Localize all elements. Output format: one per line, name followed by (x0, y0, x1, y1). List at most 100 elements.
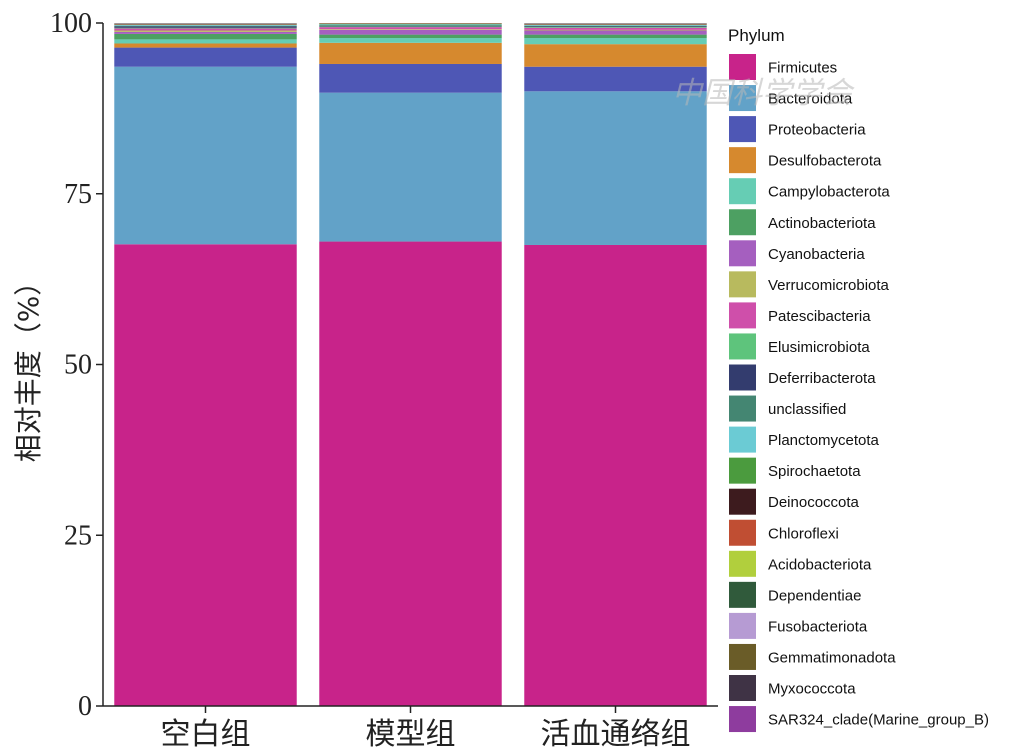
legend-entry-label: unclassified (768, 401, 846, 418)
bar-segment-bacteroidota (524, 91, 707, 245)
legend-entry-label: Verrucomicrobiota (768, 277, 890, 294)
bar-segment-patescibacteria (319, 27, 502, 30)
legend-entry-label: Deinococcota (768, 494, 860, 511)
bar-segment-campylobacterota (319, 38, 502, 43)
bar-segment-proteobacteria (524, 66, 707, 92)
bar-segment-planctomycetota (114, 25, 297, 26)
legend-entry-label: Firmicutes (768, 60, 837, 77)
legend-entry-label: Desulfobacterota (768, 153, 882, 170)
bar-segment-planctomycetota (524, 25, 707, 26)
legend-entry-label: SAR324_clade(Marine_group_B) (768, 712, 989, 729)
bar-segment-cyanobacteria (524, 30, 707, 35)
legend: Phylum Firmicutes Bacteroidota Proteobacte… (728, 26, 989, 733)
bar-segment-verrucomicrobiota (114, 30, 297, 32)
bar-segment-cyanobacteria (114, 31, 297, 34)
legend-swatch (729, 675, 756, 701)
bar-segment-elusimicrobiota (319, 26, 502, 28)
legend-entry-label: Dependentiae (768, 587, 861, 604)
bar-segment-deferribacterota (319, 25, 502, 27)
legend-swatch (729, 271, 756, 298)
legend-swatch (729, 612, 756, 639)
bar-segment-unclassified (524, 25, 707, 27)
bar-segment-bacteroidota (319, 92, 502, 242)
legend-swatch (729, 395, 756, 422)
bar-segment-desulfobacterota (319, 42, 502, 64)
legend-swatch (729, 550, 756, 577)
x-ticks: 空白组 模型组 活血通络组 (161, 706, 691, 752)
y-ticks: 0 25 50 75 100 (50, 8, 103, 722)
bar-segment-elusimicrobiota (114, 27, 297, 29)
legend-entry-label: Planctomycetota (768, 432, 880, 449)
bar-segment-actinobacteriota (319, 34, 502, 39)
legend-swatch (729, 488, 756, 515)
bar-segment-patescibacteria (114, 28, 297, 31)
x-tick-label: 空白组 (161, 717, 251, 752)
bar-segment-bacteroidota (114, 66, 297, 245)
y-axis-label: 相对丰度（%） (12, 268, 45, 463)
bar-segment-patescibacteria (524, 27, 707, 30)
bar-segment-proteobacteria (114, 47, 297, 67)
legend-entry-label: Fusobacteriota (768, 618, 868, 635)
legend-swatch (729, 457, 756, 484)
legend-swatch (729, 706, 756, 733)
bar-segment-actinobacteriota (524, 34, 707, 39)
bar-segment-deferribacterota (524, 26, 707, 28)
legend-swatch (729, 581, 756, 608)
bar-segment-unclassified (114, 25, 297, 27)
legend-swatch (729, 209, 756, 236)
bar-segment-proteobacteria (319, 63, 502, 93)
legend-entry-label: Chloroflexi (768, 525, 839, 542)
legend-swatch (729, 116, 756, 143)
bar-segment-planctomycetota (319, 24, 502, 26)
legend-swatch (729, 240, 756, 267)
bar-segment-campylobacterota (114, 39, 297, 44)
legend-swatch (729, 333, 756, 360)
legend-swatch (729, 85, 756, 112)
legend-items: Firmicutes Bacteroidota Proteobacteria Desu… (729, 54, 989, 733)
legend-swatch (729, 147, 756, 174)
bar-segment-cyanobacteria (319, 29, 502, 35)
legend-swatch (729, 302, 756, 329)
y-tick-label: 25 (64, 520, 92, 551)
x-tick-label: 活血通络组 (541, 717, 691, 752)
legend-entry-label: Proteobacteria (768, 122, 866, 139)
bar-segment-elusimicrobiota (524, 27, 707, 28)
y-tick-label: 0 (78, 691, 92, 722)
bar-segment-unclassified (319, 25, 502, 26)
legend-entry-label: Deferribacterota (768, 370, 876, 387)
bar-segment-firmicutes (524, 244, 707, 706)
legend-entry-label: Patescibacteria (768, 308, 871, 325)
legend-swatch (729, 643, 756, 670)
watermark-text: 中国科学学会 (672, 76, 855, 111)
bar-segment-firmicutes (114, 244, 297, 707)
legend-entry-label: Myxococcota (768, 681, 856, 698)
legend-entry-label: Spirochaetota (768, 463, 861, 480)
bar-segment-deferribacterota (114, 26, 297, 28)
legend-entry-label: Campylobacterota (768, 184, 890, 201)
bar-segment-firmicutes (319, 241, 502, 706)
legend-title: Phylum (728, 26, 785, 45)
legend-entry-label: Cyanobacteria (768, 246, 865, 263)
legend-swatch (729, 519, 756, 546)
legend-swatch (729, 54, 756, 80)
x-tick-label: 模型组 (366, 717, 456, 752)
y-tick-label: 75 (64, 179, 92, 210)
legend-swatch (729, 364, 756, 391)
y-tick-label: 100 (50, 8, 92, 39)
y-tick-label: 50 (64, 350, 92, 381)
legend-entry-label: Actinobacteriota (768, 215, 876, 232)
axes-layer: 0 25 50 75 100 空白组 模型组 活血通络组 (50, 8, 718, 752)
bar-segment-verrucomicrobiota (524, 29, 707, 31)
legend-entry-label: Acidobacteriota (768, 556, 872, 573)
legend-entry-label: Elusimicrobiota (768, 339, 870, 356)
bar-segment-campylobacterota (524, 38, 707, 45)
bars-layer (114, 23, 707, 707)
bar-segment-actinobacteriota (114, 33, 297, 40)
legend-entry-label: Bacteroidota (768, 91, 853, 108)
legend-entry-label: Gemmatimonadota (768, 649, 896, 666)
legend-swatch (729, 426, 756, 453)
legend-swatch (729, 178, 756, 205)
bar-segment-verrucomicrobiota (319, 29, 502, 30)
bar-segment-desulfobacterota (524, 44, 707, 67)
